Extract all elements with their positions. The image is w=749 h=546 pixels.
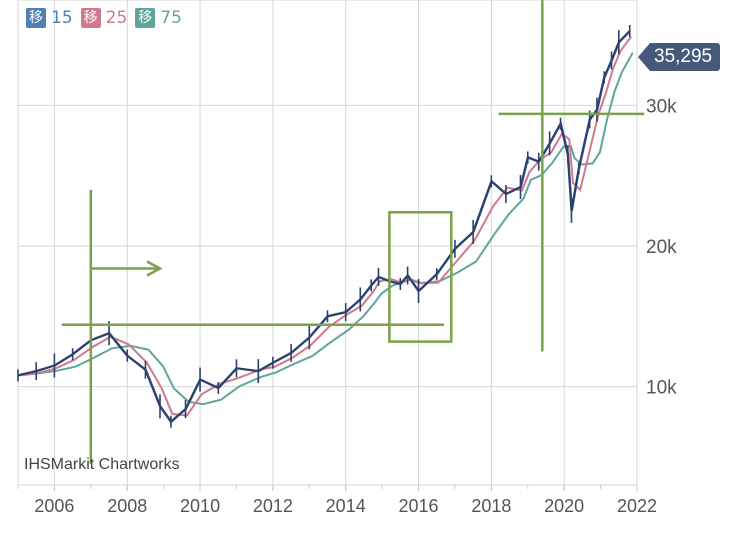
legend-badge-ma15: 移 [26, 8, 46, 28]
plot-frame [17, 0, 638, 486]
legend-label-ma25: 25 [105, 8, 128, 28]
legend-label-ma75: 75 [160, 8, 182, 28]
x-tick-label: 2020 [544, 496, 584, 516]
price-line [17, 30, 631, 424]
ma75-line [20, 52, 634, 406]
annotation-arrow-head [146, 260, 163, 277]
price-pointer-icon [638, 43, 650, 71]
x-tick-label: 2010 [180, 496, 220, 516]
x-tick-label: 2008 [107, 496, 147, 516]
moving-average-legend: 移 15 移 25 移 75 [26, 8, 182, 28]
x-tick-label: 2022 [617, 496, 657, 516]
ma15-line [18, 30, 631, 424]
legend-badge-ma75: 移 [135, 8, 156, 28]
current-price-tag: 35,295 [638, 43, 721, 71]
legend-item-ma75[interactable]: 移 75 [135, 8, 182, 28]
legend-item-ma25[interactable]: 移 25 [80, 8, 128, 28]
legend-badge-ma25: 移 [80, 8, 101, 28]
y-tick-label: 10k [646, 378, 677, 399]
ma25-line [19, 36, 633, 417]
x-tick-label: 2006 [34, 496, 74, 516]
y-tick-label: 30k [646, 96, 677, 117]
legend-label-ma15: 15 [51, 8, 73, 28]
x-tick-label: 2012 [253, 496, 293, 516]
y-tick-label: 20k [646, 237, 677, 258]
x-tick-label: 2014 [326, 496, 366, 516]
x-tick-label: 2016 [399, 496, 439, 516]
legend-item-ma15[interactable]: 移 15 [26, 8, 73, 28]
annotation-box [388, 211, 453, 343]
x-tick-label: 2018 [471, 496, 511, 516]
chart-credit: IHSMarkit Chartworks [24, 456, 180, 473]
current-price-label: 35,295 [650, 43, 721, 71]
